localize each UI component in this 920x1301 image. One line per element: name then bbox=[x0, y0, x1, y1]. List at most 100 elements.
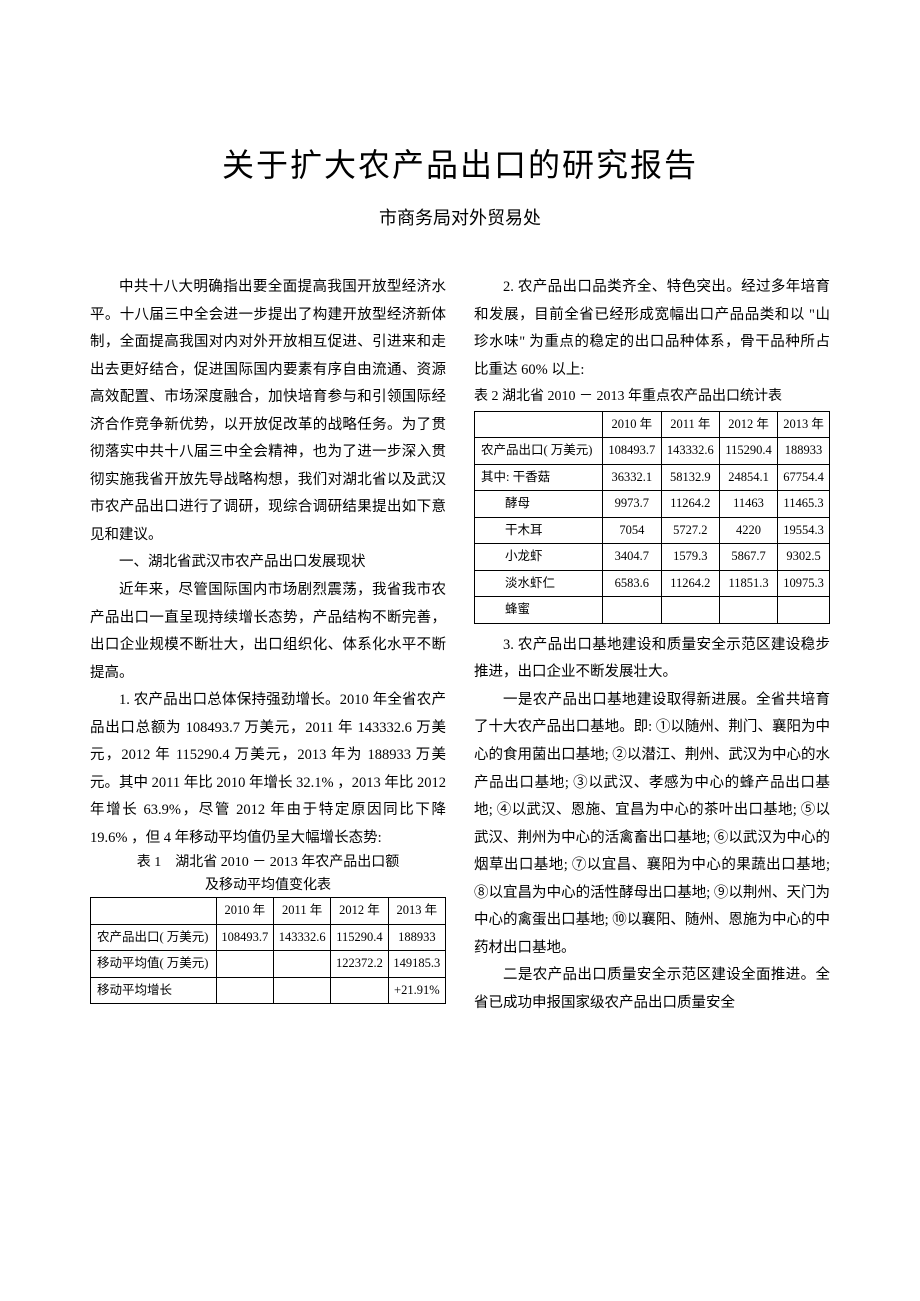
document-subtitle: 市商务局对外贸易处 bbox=[90, 204, 830, 230]
table-cell: 143332.6 bbox=[661, 438, 719, 465]
table-cell: 酵母 bbox=[475, 491, 603, 518]
table-row: 酵母 9973.7 11264.2 11463 11465.3 bbox=[475, 491, 830, 518]
table-cell: 2011 年 bbox=[273, 898, 330, 925]
table-cell: 149185.3 bbox=[388, 951, 445, 978]
text-run: 以宜昌为中心的活性酵母出口基地; bbox=[489, 885, 714, 901]
table-cell: 188933 bbox=[778, 438, 830, 465]
table-cell bbox=[720, 597, 778, 624]
table-cell: 蜂蜜 bbox=[475, 597, 603, 624]
table-cell: 122372.2 bbox=[331, 951, 388, 978]
left-column: 中共十八大明确指出要全面提高我国开放型经济水平。十八届三中全会进一步提出了构建开… bbox=[90, 274, 446, 1017]
text-run: 以宜昌、襄阳为中心的果蔬出口基地; bbox=[587, 857, 830, 873]
table-cell: 24854.1 bbox=[720, 464, 778, 491]
table-cell: 11264.2 bbox=[661, 570, 719, 597]
circled-number-icon: ⑧ bbox=[474, 885, 489, 901]
table-cell: 其中: 干香菇 bbox=[475, 464, 603, 491]
table-row: 移动平均值( 万美元) 122372.2 149185.3 bbox=[91, 951, 446, 978]
document-title: 关于扩大农产品出口的研究报告 bbox=[90, 140, 830, 186]
table-cell: 5727.2 bbox=[661, 517, 719, 544]
two-column-layout: 中共十八大明确指出要全面提高我国开放型经济水平。十八届三中全会进一步提出了构建开… bbox=[90, 274, 830, 1017]
table-cell: 2010 年 bbox=[216, 898, 273, 925]
circled-number-icon: ④ bbox=[497, 802, 512, 818]
table-cell: 11463 bbox=[720, 491, 778, 518]
circled-number-icon: ② bbox=[612, 747, 627, 763]
paragraph: 一是农产品出口基地建设取得新进展。全省共培育了十大农产品出口基地。即: ①以随州… bbox=[474, 687, 830, 962]
table-cell: 9302.5 bbox=[778, 544, 830, 571]
table-cell: 9973.7 bbox=[603, 491, 661, 518]
circled-number-icon: ⑥ bbox=[714, 830, 729, 846]
table-row: 农产品出口( 万美元) 108493.7 143332.6 115290.4 1… bbox=[91, 924, 446, 951]
table-cell bbox=[216, 977, 273, 1004]
table-cell: 143332.6 bbox=[273, 924, 330, 951]
table-caption: 表 1 湖北省 2010 － 2013 年农产品出口额 bbox=[90, 852, 446, 874]
table-cell: 2012 年 bbox=[331, 898, 388, 925]
table-cell: 11851.3 bbox=[720, 570, 778, 597]
circled-number-icon: ① bbox=[656, 719, 671, 735]
table-cell: 农产品出口( 万美元) bbox=[475, 438, 603, 465]
paragraph: 二是农产品出口质量安全示范区建设全面推进。全省已成功申报国家级农产品出口质量安全 bbox=[474, 962, 830, 1017]
table-cell: 67754.4 bbox=[778, 464, 830, 491]
table-cell: 7054 bbox=[603, 517, 661, 544]
table-cell: 移动平均增长 bbox=[91, 977, 217, 1004]
table-cell: 19554.3 bbox=[778, 517, 830, 544]
table-cell: 2013 年 bbox=[778, 411, 830, 438]
table-cell bbox=[273, 951, 330, 978]
right-column: 2. 农产品出口品类齐全、特色突出。经过多年培育和发展，目前全省已经形成宽幅出口… bbox=[474, 274, 830, 1017]
table-cell: 108493.7 bbox=[603, 438, 661, 465]
table-row: 移动平均增长 +21.91% bbox=[91, 977, 446, 1004]
table-cell: 188933 bbox=[388, 924, 445, 951]
text-run: 以武汉、恩施、宜昌为中心的茶叶出口基地; bbox=[512, 802, 801, 818]
table-cell bbox=[216, 951, 273, 978]
table-cell: 小龙虾 bbox=[475, 544, 603, 571]
table-cell: 6583.6 bbox=[603, 570, 661, 597]
table-cell: 108493.7 bbox=[216, 924, 273, 951]
table-cell bbox=[603, 597, 661, 624]
paragraph: 2. 农产品出口品类齐全、特色突出。经过多年培育和发展，目前全省已经形成宽幅出口… bbox=[474, 274, 830, 384]
table-cell: 115290.4 bbox=[720, 438, 778, 465]
table-cell: 干木耳 bbox=[475, 517, 603, 544]
table-1: 2010 年 2011 年 2012 年 2013 年 农产品出口( 万美元) … bbox=[90, 897, 446, 1004]
table-cell: 2013 年 bbox=[388, 898, 445, 925]
table-cell: 2011 年 bbox=[661, 411, 719, 438]
table-2: 2010 年 2011 年 2012 年 2013 年 农产品出口( 万美元) … bbox=[474, 411, 830, 624]
section-heading: 一、湖北省武汉市农产品出口发展现状 bbox=[90, 549, 446, 577]
table-row: 小龙虾 3404.7 1579.3 5867.7 9302.5 bbox=[475, 544, 830, 571]
table-row: 2010 年 2011 年 2012 年 2013 年 bbox=[475, 411, 830, 438]
table-cell: 移动平均值( 万美元) bbox=[91, 951, 217, 978]
table-row: 其中: 干香菇 36332.1 58132.9 24854.1 67754.4 bbox=[475, 464, 830, 491]
table-cell bbox=[778, 597, 830, 624]
circled-number-icon: ⑤ bbox=[801, 802, 816, 818]
table-row: 淡水虾仁 6583.6 11264.2 11851.3 10975.3 bbox=[475, 570, 830, 597]
table-cell: 淡水虾仁 bbox=[475, 570, 603, 597]
table-cell bbox=[331, 977, 388, 1004]
table-cell: +21.91% bbox=[388, 977, 445, 1004]
table-cell bbox=[273, 977, 330, 1004]
paragraph: 1. 农产品出口总体保持强劲增长。2010 年全省农产品出口总额为 108493… bbox=[90, 687, 446, 852]
table-cell bbox=[661, 597, 719, 624]
table-cell: 2010 年 bbox=[603, 411, 661, 438]
table-caption: 表 2 湖北省 2010 － 2013 年重点农产品出口统计表 bbox=[474, 384, 830, 411]
paragraph: 中共十八大明确指出要全面提高我国开放型经济水平。十八届三中全会进一步提出了构建开… bbox=[90, 274, 446, 549]
table-cell: 11465.3 bbox=[778, 491, 830, 518]
table-cell: 36332.1 bbox=[603, 464, 661, 491]
circled-number-icon: ⑨ bbox=[714, 885, 729, 901]
table-cell: 1579.3 bbox=[661, 544, 719, 571]
circled-number-icon: ⑩ bbox=[612, 912, 627, 928]
circled-number-icon: ③ bbox=[573, 775, 588, 791]
table-cell bbox=[475, 411, 603, 438]
table-row: 干木耳 7054 5727.2 4220 19554.3 bbox=[475, 517, 830, 544]
table-cell: 4220 bbox=[720, 517, 778, 544]
table-row: 蜂蜜 bbox=[475, 597, 830, 624]
paragraph: 近年来，尽管国际国内市场剧烈震荡，我省我市农产品出口一直呈现持续增长态势，产品结… bbox=[90, 577, 446, 687]
table-cell bbox=[91, 898, 217, 925]
table-caption: 及移动平均值变化表 bbox=[90, 875, 446, 897]
table-cell: 58132.9 bbox=[661, 464, 719, 491]
table-cell: 5867.7 bbox=[720, 544, 778, 571]
table-cell: 10975.3 bbox=[778, 570, 830, 597]
paragraph: 3. 农产品出口基地建设和质量安全示范区建设稳步推进，出口企业不断发展壮大。 bbox=[474, 632, 830, 687]
table-cell: 11264.2 bbox=[661, 491, 719, 518]
table-cell: 3404.7 bbox=[603, 544, 661, 571]
table-cell: 农产品出口( 万美元) bbox=[91, 924, 217, 951]
circled-number-icon: ⑦ bbox=[572, 857, 587, 873]
table-cell: 2012 年 bbox=[720, 411, 778, 438]
